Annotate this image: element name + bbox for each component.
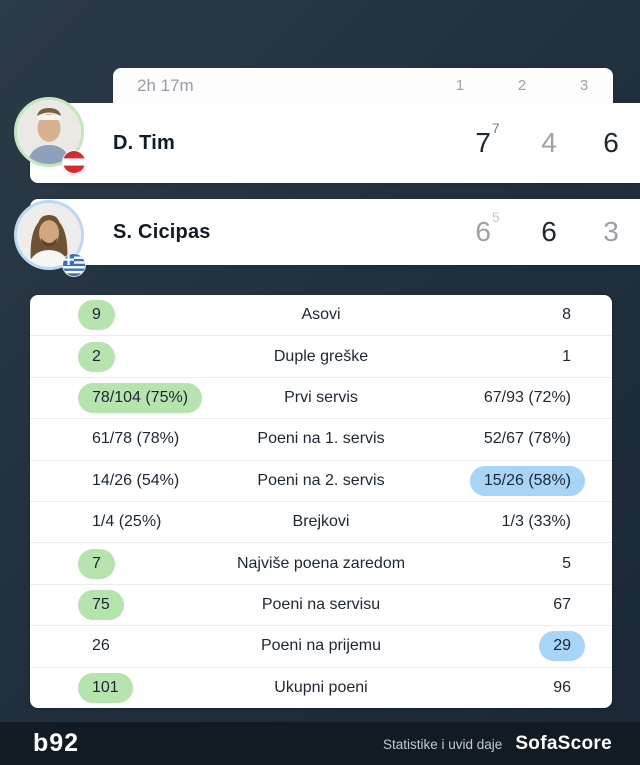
avatar-home	[14, 97, 85, 173]
stat-row: 26 Poeni na prijemu 29	[30, 625, 612, 666]
player-row-home: D. Tim 77 4 6	[14, 97, 640, 183]
set-score: 6	[541, 216, 557, 247]
stat-value-home: 78/104 (75%)	[30, 383, 284, 414]
stat-label: Ukupni poeni	[274, 678, 368, 696]
stat-value-home: 14/26 (54%)	[92, 471, 180, 489]
avatar-away	[14, 200, 85, 276]
b92-logo: b92	[33, 729, 80, 757]
set-score: 77	[475, 119, 500, 158]
stat-row: 1/4 (25%) Brejkovi 1/3 (33%)	[30, 501, 612, 542]
stat-value-home: 1/4 (25%)	[92, 513, 162, 531]
stat-value-away: 5	[562, 554, 571, 572]
stat-row: 7 Najviše poena zaredom 5	[30, 542, 612, 583]
player-name-away: S. Cicipas	[113, 220, 211, 243]
stat-label: Najviše poena zaredom	[236, 554, 406, 572]
match-duration: 2h 17m	[137, 75, 194, 95]
stat-value-away: 1	[562, 347, 571, 365]
stat-value-home: 101	[30, 672, 274, 703]
scoreboard-header: 2h 17m 1 2 3	[113, 68, 613, 104]
player-row-away: S. Cicipas 65 6 3	[14, 199, 640, 276]
stat-label: Duple greške	[273, 347, 369, 365]
stat-label: Poeni na 1. servis	[257, 430, 385, 448]
stat-value-home: 7	[30, 548, 237, 579]
stat-value-away: 67	[553, 596, 571, 614]
set-scores-home: 77 4 6	[465, 103, 633, 183]
stat-label: Brejkovi	[292, 513, 350, 531]
stat-value-home: 61/78 (78%)	[92, 430, 180, 448]
stat-row: 75 Poeni na servisu 67	[30, 583, 612, 625]
stat-value-away: 1/3 (33%)	[501, 513, 571, 531]
stat-row: 9 Asovi 8	[30, 295, 612, 335]
set-header-2: 2	[517, 77, 527, 94]
set-header-3: 3	[579, 77, 589, 94]
stat-value-away: 96	[553, 678, 571, 696]
set-number-headers: 1 2 3	[438, 68, 606, 103]
stat-row: 14/26 (54%) Poeni na 2. servis 15/26 (58…	[30, 459, 612, 501]
stat-value-home: 9	[30, 300, 301, 331]
stat-label: Prvi servis	[284, 389, 358, 407]
footer-bar: b92 Statistike i uvid daje SofaScore	[0, 722, 640, 765]
stat-label: Poeni na prijemu	[260, 637, 382, 655]
austria-flag-icon	[63, 151, 85, 173]
stat-label: Poeni na servisu	[261, 596, 381, 614]
player-name-home: D. Tim	[113, 131, 175, 154]
stat-value-away: 15/26 (58%)	[385, 465, 612, 496]
set-score: 6	[603, 127, 619, 158]
sofascore-logo[interactable]: SofaScore	[515, 732, 612, 754]
stat-value-away: 29	[381, 631, 612, 662]
set-header-1: 1	[455, 77, 465, 94]
set-score: 3	[603, 216, 619, 247]
greece-flag-icon	[63, 254, 85, 276]
stat-label: Asovi	[301, 306, 341, 324]
stat-value-away: 52/67 (78%)	[483, 430, 571, 448]
player-photo-home	[17, 100, 81, 164]
stat-row: 78/104 (75%) Prvi servis 67/93 (72%)	[30, 376, 612, 418]
player-photo-away	[17, 203, 81, 267]
stat-value-home: 26	[92, 637, 110, 655]
stats-card: 9 Asovi 8 2 Duple greške 1 78/104 (75%) …	[30, 295, 612, 708]
set-score: 65	[475, 208, 500, 247]
stat-row: 61/78 (78%) Poeni na 1. servis 52/67 (78…	[30, 418, 612, 459]
attribution-text: Statistike i uvid daje	[383, 736, 503, 752]
set-score: 4	[541, 127, 557, 158]
stat-value-away: 67/93 (72%)	[483, 389, 571, 407]
stat-row: 101 Ukupni poeni 96	[30, 666, 612, 708]
stat-row: 2 Duple greške 1	[30, 335, 612, 376]
set-scores-away: 65 6 3	[465, 199, 633, 265]
stat-label: Poeni na 2. servis	[257, 471, 385, 489]
stat-value-home: 2	[30, 341, 274, 372]
stat-value-home: 75	[30, 590, 262, 621]
stat-value-away: 8	[562, 306, 571, 324]
